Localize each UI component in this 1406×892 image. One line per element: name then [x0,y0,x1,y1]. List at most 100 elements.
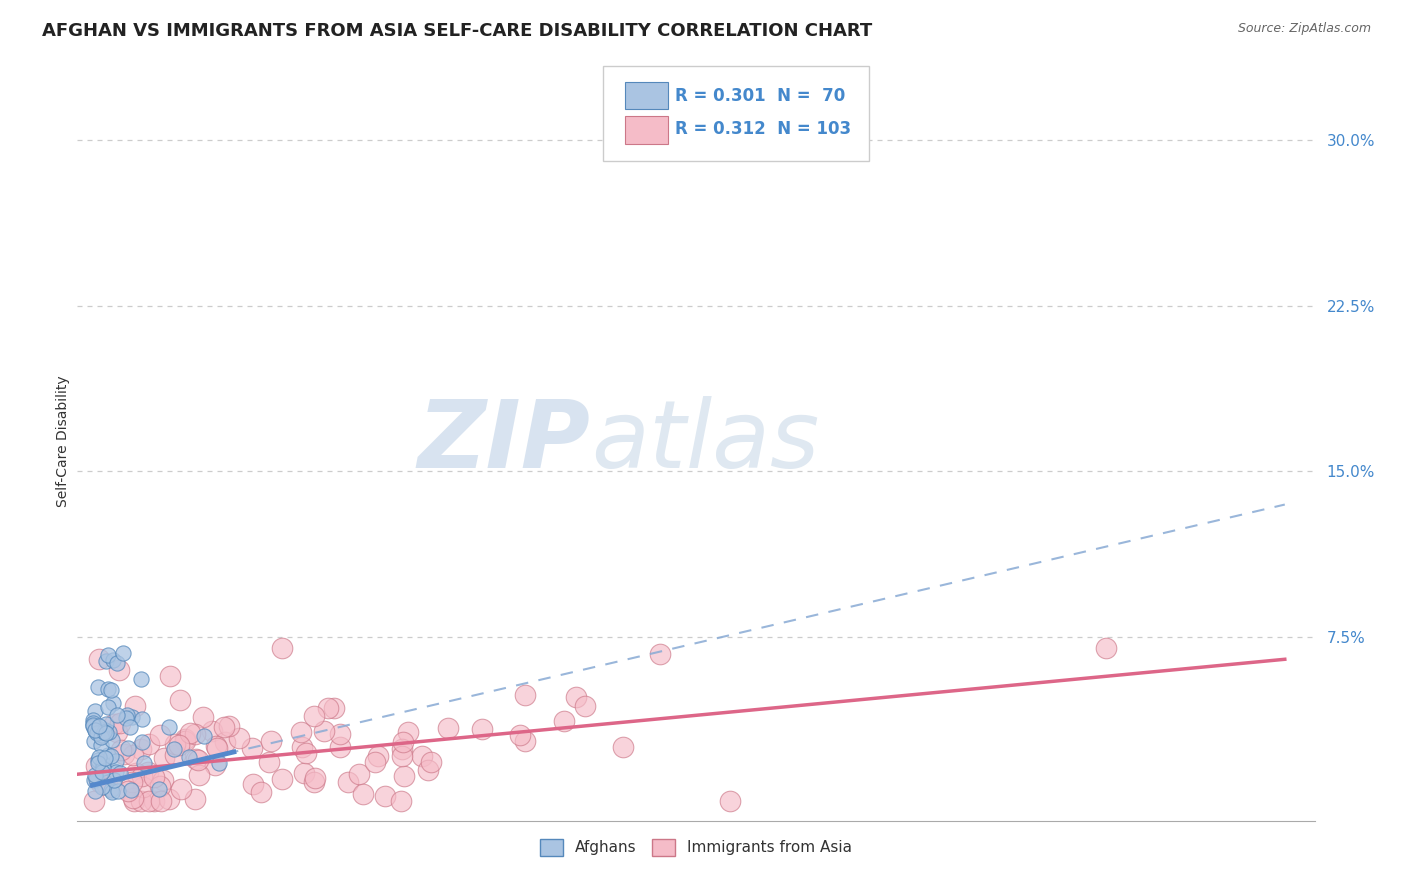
Point [107,783,129,797]
Point [612,739,634,754]
Point [207,740,229,755]
Point [118,721,141,735]
Text: atlas: atlas [591,396,820,487]
Point [96,726,118,740]
Point [159,669,181,683]
Point [100,779,122,793]
Point [87,756,110,770]
Point [374,789,396,803]
Point [304,708,326,723]
Point [82,718,104,732]
Point [101,696,124,710]
Point [260,734,283,748]
Point [337,775,360,789]
Point [142,794,165,808]
Point [257,755,280,769]
Point [204,757,226,772]
FancyBboxPatch shape [626,116,668,144]
Point [84,759,107,773]
Point [93,725,115,739]
Point [169,781,191,796]
Text: ZIP: ZIP [418,395,591,488]
Point [136,765,159,780]
Point [107,663,129,677]
Point [163,742,186,756]
Point [105,724,128,739]
Point [163,737,186,751]
Point [208,756,231,770]
FancyBboxPatch shape [603,66,869,161]
Point [132,780,155,794]
Point [270,641,292,656]
Point [117,740,139,755]
Point [100,748,122,763]
Point [111,646,134,660]
Point [564,690,586,704]
Point [1095,640,1118,655]
Point [90,780,112,794]
Point [240,740,263,755]
Text: R = 0.312  N = 103: R = 0.312 N = 103 [675,120,851,138]
Point [98,724,121,739]
Point [83,794,105,808]
Point [165,747,187,762]
Point [104,754,127,768]
Point [218,719,240,733]
Point [184,727,207,741]
Point [122,747,145,762]
Point [242,777,264,791]
Text: AFGHAN VS IMMIGRANTS FROM ASIA SELF-CARE DISABILITY CORRELATION CHART: AFGHAN VS IMMIGRANTS FROM ASIA SELF-CARE… [42,22,873,40]
Point [131,712,153,726]
Point [304,775,326,789]
Point [304,771,326,785]
Point [720,794,742,808]
Point [131,769,153,783]
Point [437,721,460,735]
Point [87,652,110,666]
Point [89,749,111,764]
Point [250,785,273,799]
Point [205,739,228,753]
Point [91,728,114,742]
Point [650,648,672,662]
Point [364,756,387,770]
Point [391,749,413,764]
Text: Source: ZipAtlas.com: Source: ZipAtlas.com [1237,22,1371,36]
Legend: Afghans, Immigrants from Asia: Afghans, Immigrants from Asia [534,832,858,863]
Point [121,783,143,797]
Point [90,756,112,770]
Point [87,753,110,767]
Point [214,734,236,748]
Point [94,751,117,765]
Point [174,734,197,748]
Point [290,724,312,739]
Point [292,766,315,780]
FancyBboxPatch shape [626,82,668,110]
Point [105,656,128,670]
Point [100,683,122,698]
Point [122,794,145,808]
Point [513,688,536,702]
Point [89,775,111,789]
Point [86,721,108,735]
Point [212,720,235,734]
Point [90,731,112,745]
Point [105,707,128,722]
Point [322,700,344,714]
Point [143,771,166,785]
Point [110,716,132,731]
Point [129,741,152,756]
Point [138,794,160,808]
Point [149,728,172,742]
Point [391,735,413,749]
Point [411,749,433,764]
Point [82,719,104,733]
Point [329,739,352,754]
Point [471,723,494,737]
Point [184,792,207,806]
Point [187,753,209,767]
Point [84,784,107,798]
Point [191,709,214,723]
Point [420,756,443,770]
Point [84,772,107,786]
